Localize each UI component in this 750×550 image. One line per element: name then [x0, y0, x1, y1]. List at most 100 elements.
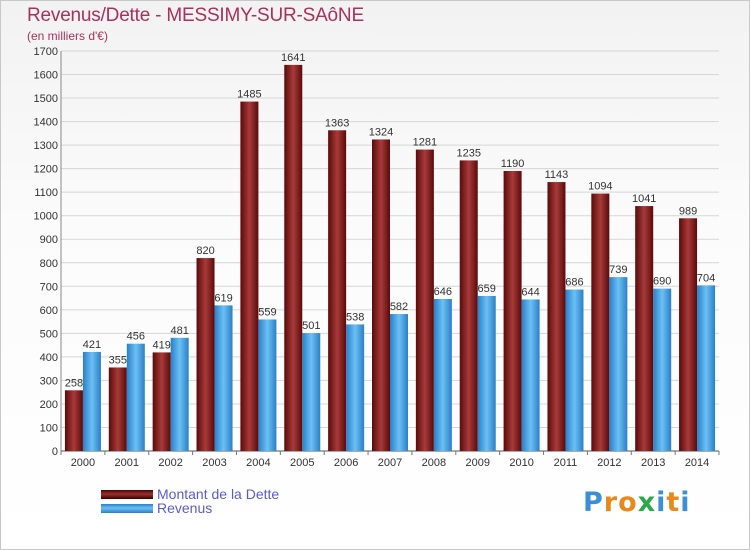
bar-revenus — [346, 324, 365, 451]
data-label-dette: 1641 — [281, 52, 305, 64]
data-label-dette: 355 — [109, 354, 127, 366]
data-label-dette: 1094 — [588, 181, 612, 193]
data-label-revenus: 559 — [258, 306, 276, 318]
legend-label-dette: Montant de la Dette — [157, 486, 280, 502]
y-tick-label: 1600 — [34, 70, 58, 82]
data-label-dette: 419 — [152, 339, 170, 351]
data-label-revenus: 501 — [302, 320, 320, 332]
data-label-revenus: 659 — [478, 283, 496, 295]
bar-revenus — [477, 295, 496, 451]
bar-dette — [547, 182, 566, 451]
logo-letter: i — [656, 487, 667, 518]
bar-revenus — [521, 299, 540, 451]
data-label-revenus: 619 — [214, 292, 232, 304]
data-label-dette: 1190 — [501, 158, 525, 170]
data-label-dette: 1235 — [456, 147, 480, 159]
bar-dette — [108, 367, 127, 451]
legend-item-revenus: Revenus — [101, 500, 279, 516]
data-label-dette: 1485 — [237, 89, 261, 101]
y-tick-label: 700 — [40, 281, 58, 293]
x-tick-label: 2014 — [685, 457, 709, 469]
chart-subtitle: (en milliers d'€) — [27, 29, 108, 43]
bar-revenus — [214, 305, 233, 451]
y-tick-label: 1400 — [34, 117, 58, 129]
bar-revenus — [82, 351, 101, 451]
logo-letter: r — [603, 487, 619, 518]
y-tick-label: 1200 — [34, 164, 58, 176]
data-label-dette: 1324 — [369, 126, 393, 138]
bar-dette — [679, 218, 698, 451]
bar-dette — [240, 101, 259, 452]
bar-revenus — [302, 333, 321, 451]
data-label-dette: 1281 — [413, 137, 437, 149]
data-label-revenus: 456 — [127, 331, 145, 343]
bar-dette — [196, 258, 215, 451]
x-tick-label: 2012 — [597, 457, 621, 469]
x-tick-label: 2013 — [641, 457, 665, 469]
y-tick-label: 600 — [40, 305, 58, 317]
bar-dette — [415, 149, 434, 451]
x-tick-label: 2011 — [554, 457, 578, 469]
x-tick-label: 2008 — [422, 457, 446, 469]
y-tick-label: 500 — [40, 328, 58, 340]
bar-dette — [503, 171, 522, 451]
bar-dette — [64, 390, 83, 451]
x-tick-label: 2004 — [246, 457, 270, 469]
x-tick-label: 2000 — [71, 457, 95, 469]
data-label-revenus: 739 — [609, 264, 627, 276]
y-tick-label: 1000 — [34, 211, 58, 223]
data-label-revenus: 481 — [170, 325, 188, 337]
y-tick-label: 1100 — [34, 187, 58, 199]
y-tick-label: 1700 — [34, 46, 58, 58]
y-tick-label: 200 — [40, 399, 58, 411]
legend-swatch-dette — [101, 489, 153, 499]
x-tick-label: 2007 — [378, 457, 402, 469]
data-label-revenus: 582 — [390, 301, 408, 313]
y-tick-label: 800 — [40, 258, 58, 270]
logo-letter: x — [637, 487, 657, 518]
data-label-dette: 258 — [65, 377, 83, 389]
x-tick-label: 2006 — [334, 457, 358, 469]
data-label-revenus: 644 — [521, 286, 539, 298]
bar-revenus — [565, 289, 584, 451]
y-tick-label: 1300 — [34, 140, 58, 152]
y-tick-label: 900 — [40, 234, 58, 246]
logo-letter: P — [583, 487, 604, 518]
bar-revenus — [170, 337, 189, 451]
y-tick-label: 100 — [40, 422, 58, 434]
y-tick-label: 400 — [40, 352, 58, 364]
data-label-dette: 1143 — [545, 169, 569, 181]
legend-item-dette: Montant de la Dette — [101, 486, 280, 502]
data-label-dette: 989 — [679, 205, 697, 217]
bar-revenus — [126, 343, 145, 451]
y-tick-label: 0 — [52, 446, 58, 458]
x-tick-label: 2010 — [509, 457, 533, 469]
data-label-revenus: 704 — [697, 272, 715, 284]
bar-dette — [459, 160, 478, 452]
bar-revenus — [609, 277, 628, 451]
chart-title: Revenus/Dette - MESSIMY-SUR-SAôNE — [27, 5, 364, 26]
data-label-dette: 1041 — [632, 193, 656, 205]
logo-letter: o — [618, 487, 638, 518]
x-tick-label: 2003 — [202, 457, 226, 469]
x-tick-label: 2001 — [115, 457, 139, 469]
data-label-revenus: 686 — [565, 277, 583, 289]
logo-letter: i — [680, 487, 691, 518]
bar-revenus — [433, 299, 452, 451]
x-tick-label: 2002 — [158, 457, 182, 469]
data-label-revenus: 421 — [83, 339, 101, 351]
x-tick-label: 2009 — [465, 457, 489, 469]
bar-revenus — [697, 285, 716, 451]
data-label-dette: 1363 — [325, 117, 349, 129]
legend: Montant de la Dette Revenus — [101, 486, 280, 516]
bar-dette — [284, 64, 303, 451]
bar-dette — [372, 139, 390, 451]
data-label-revenus: 646 — [434, 286, 452, 298]
y-tick-label: 300 — [40, 375, 58, 387]
legend-swatch-revenus — [101, 503, 153, 513]
data-label-revenus: 538 — [346, 311, 364, 323]
data-label-dette: 820 — [196, 245, 214, 257]
